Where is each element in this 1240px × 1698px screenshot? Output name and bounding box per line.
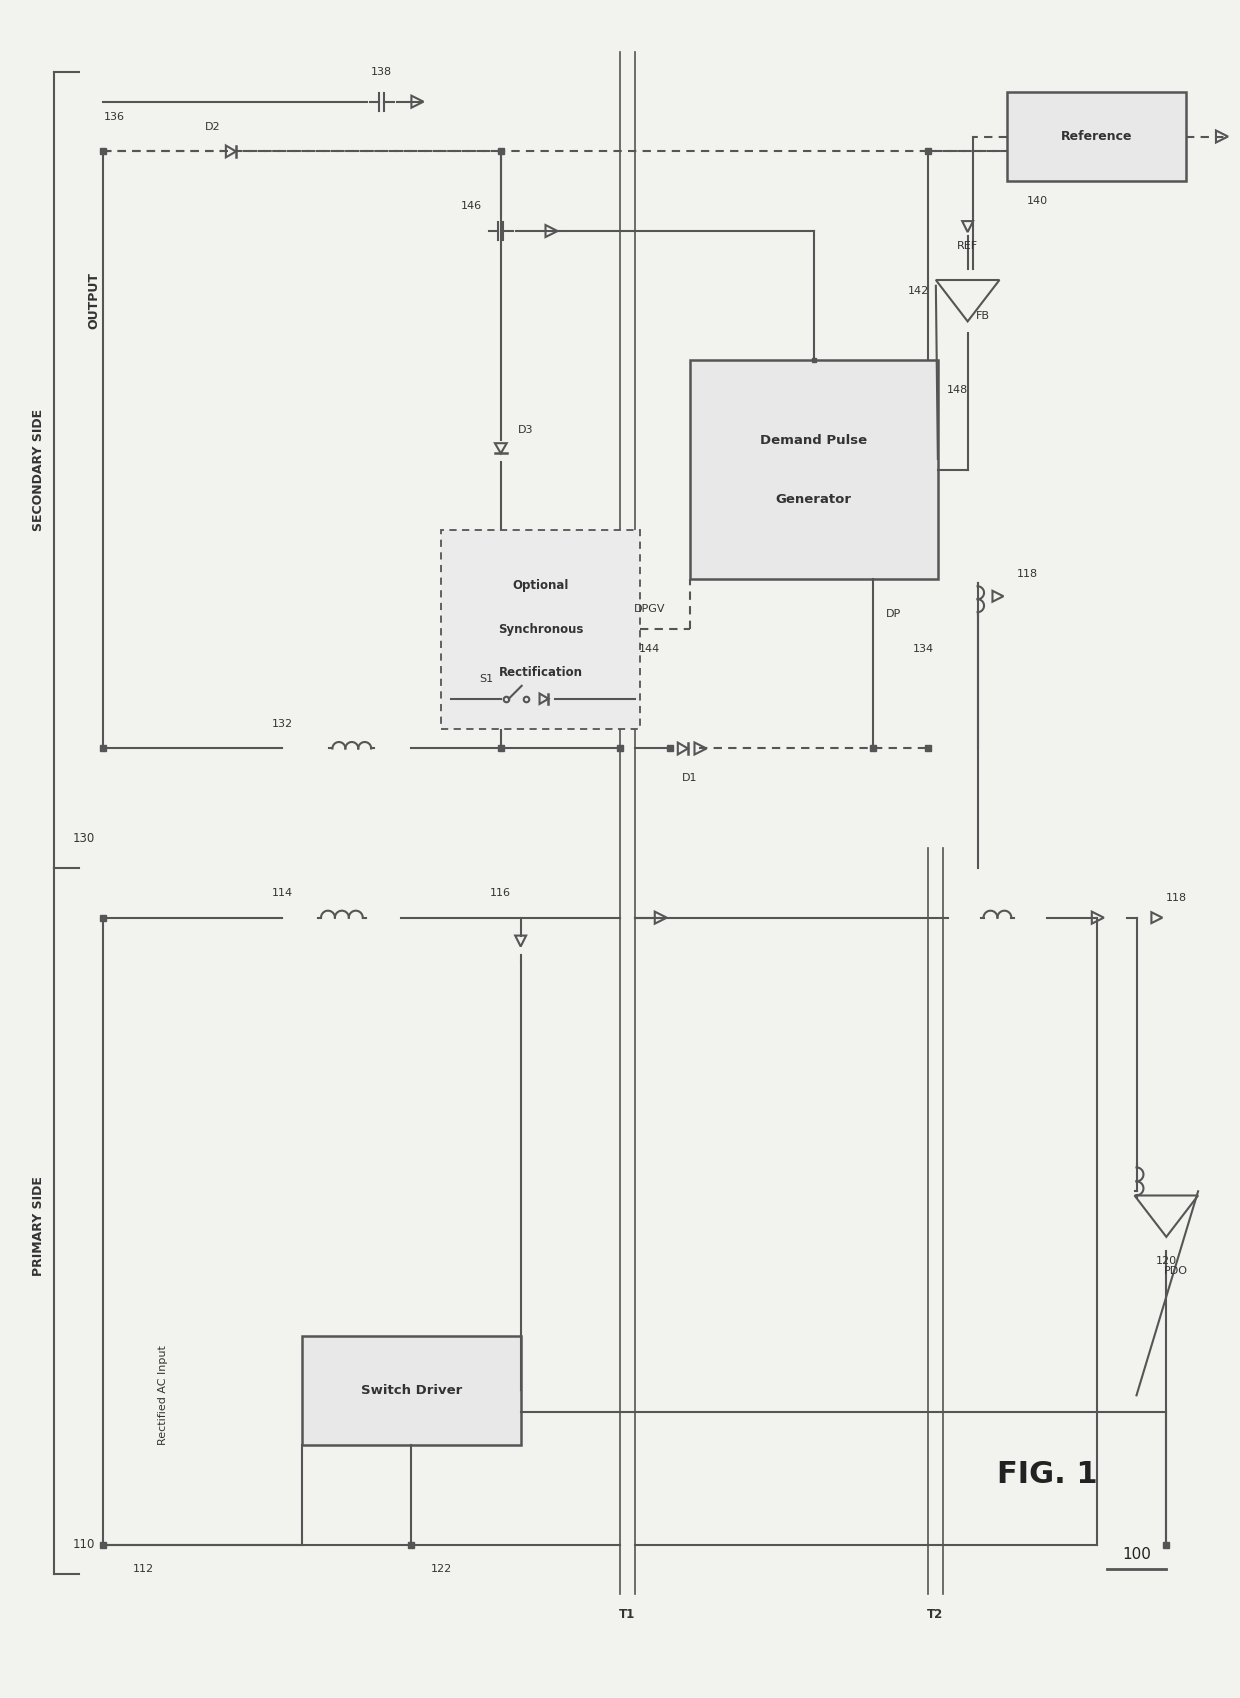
- Text: 120: 120: [1156, 1257, 1177, 1267]
- Text: 100: 100: [1122, 1547, 1151, 1562]
- Text: 138: 138: [371, 66, 392, 76]
- Text: 118: 118: [1166, 893, 1187, 903]
- Text: T1: T1: [619, 1608, 636, 1620]
- Text: 122: 122: [430, 1564, 451, 1574]
- Text: PDO: PDO: [1164, 1267, 1188, 1275]
- Text: Synchronous: Synchronous: [497, 623, 583, 635]
- Text: DPGV: DPGV: [634, 604, 666, 615]
- Text: S1: S1: [479, 674, 494, 684]
- Text: FIG. 1: FIG. 1: [997, 1460, 1097, 1489]
- Text: 136: 136: [103, 112, 124, 122]
- Text: Demand Pulse: Demand Pulse: [760, 433, 867, 447]
- Text: 130: 130: [72, 832, 94, 844]
- Bar: [441, 530, 640, 728]
- Text: 144: 144: [639, 644, 661, 654]
- Text: Generator: Generator: [776, 492, 852, 506]
- Text: D2: D2: [205, 122, 221, 131]
- Text: 116: 116: [490, 888, 511, 898]
- Text: 142: 142: [908, 285, 929, 295]
- Text: PRIMARY SIDE: PRIMARY SIDE: [32, 1177, 46, 1277]
- Text: 148: 148: [947, 385, 968, 396]
- Text: 134: 134: [913, 644, 934, 654]
- Text: REF: REF: [957, 241, 978, 251]
- Text: FB: FB: [976, 311, 990, 321]
- Text: Optional: Optional: [512, 579, 569, 593]
- Text: D1: D1: [682, 773, 697, 783]
- Text: 110: 110: [72, 1538, 94, 1550]
- Text: OUTPUT: OUTPUT: [87, 272, 100, 329]
- Text: D3: D3: [518, 424, 533, 435]
- Bar: [303, 1336, 521, 1445]
- Text: 114: 114: [272, 888, 293, 898]
- Text: SECONDARY SIDE: SECONDARY SIDE: [32, 409, 46, 531]
- Bar: [689, 360, 937, 579]
- Text: 118: 118: [1017, 569, 1038, 579]
- Bar: [1007, 92, 1187, 182]
- Text: Rectification: Rectification: [498, 666, 583, 679]
- Text: 146: 146: [460, 200, 481, 211]
- Text: Switch Driver: Switch Driver: [361, 1384, 463, 1397]
- Text: 112: 112: [133, 1564, 154, 1574]
- Text: 140: 140: [1027, 197, 1048, 205]
- Text: 132: 132: [272, 718, 293, 728]
- Text: Rectified AC Input: Rectified AC Input: [157, 1345, 169, 1445]
- Text: T2: T2: [928, 1608, 944, 1620]
- Text: DP: DP: [885, 610, 900, 620]
- Text: Reference: Reference: [1061, 131, 1132, 143]
